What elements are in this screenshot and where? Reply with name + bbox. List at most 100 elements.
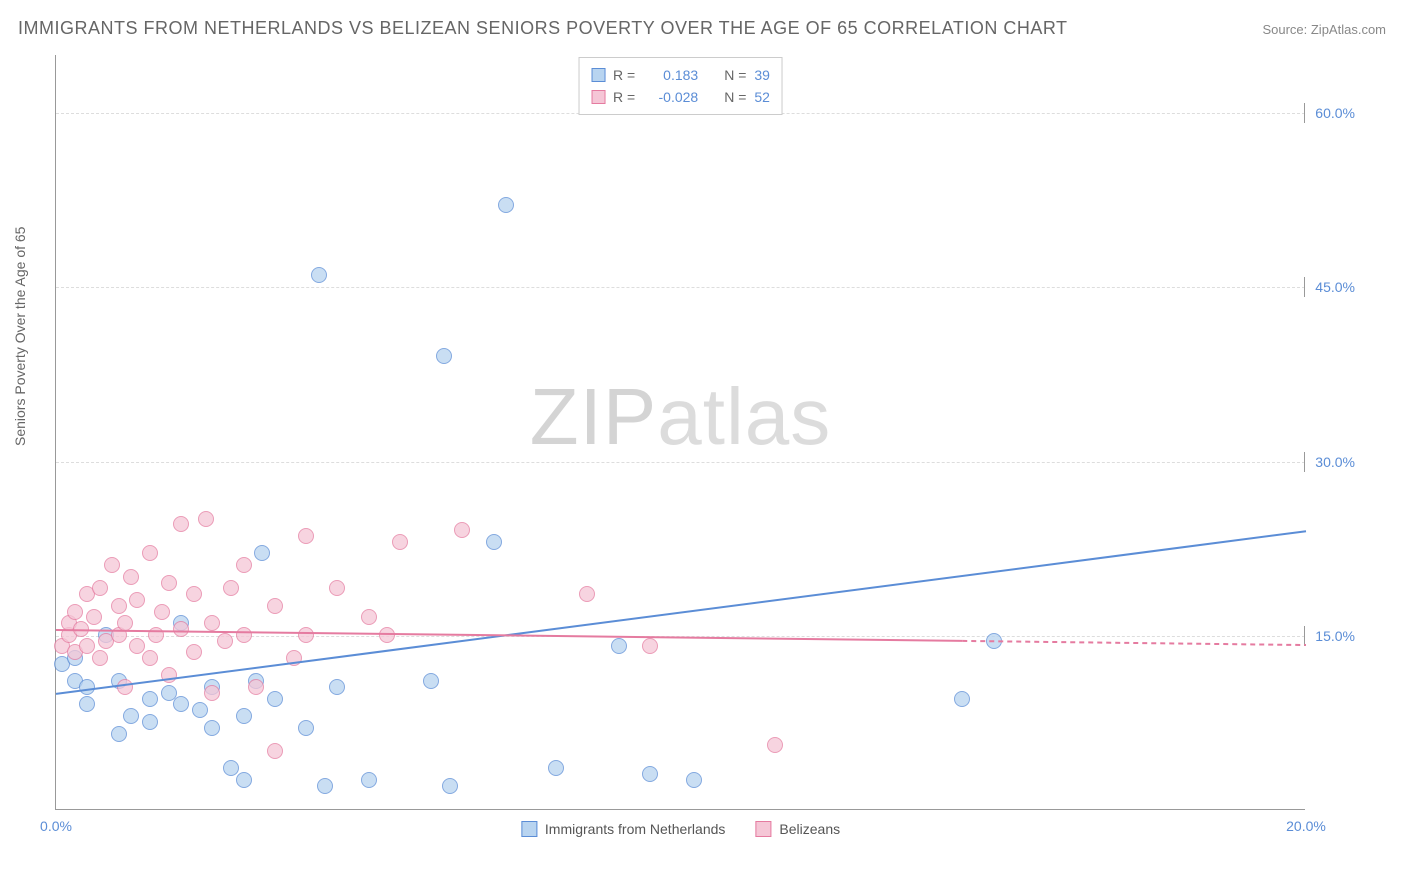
scatter-point xyxy=(267,598,283,614)
scatter-point xyxy=(498,197,514,213)
correlation-legend: R = 0.183 N = 39 R = -0.028 N = 52 xyxy=(578,57,783,115)
legend-swatch xyxy=(521,821,537,837)
legend-swatch xyxy=(591,68,605,82)
scatter-point xyxy=(111,726,127,742)
scatter-point xyxy=(223,580,239,596)
chart-title: IMMIGRANTS FROM NETHERLANDS VS BELIZEAN … xyxy=(18,18,1068,39)
r-value: 0.183 xyxy=(643,64,698,86)
scatter-point xyxy=(579,586,595,602)
scatter-point xyxy=(111,598,127,614)
n-label: N = xyxy=(724,64,746,86)
scatter-point xyxy=(379,627,395,643)
scatter-point xyxy=(86,609,102,625)
scatter-point xyxy=(267,691,283,707)
scatter-point xyxy=(79,679,95,695)
scatter-point xyxy=(423,673,439,689)
scatter-point xyxy=(686,772,702,788)
scatter-point xyxy=(767,737,783,753)
scatter-point xyxy=(254,545,270,561)
axis-tick xyxy=(1304,452,1305,472)
scatter-point xyxy=(142,650,158,666)
legend-item: Belizeans xyxy=(755,821,840,837)
scatter-point xyxy=(192,702,208,718)
scatter-point xyxy=(454,522,470,538)
axis-tick xyxy=(1304,103,1305,123)
scatter-point xyxy=(173,516,189,532)
scatter-point xyxy=(611,638,627,654)
scatter-point xyxy=(236,708,252,724)
legend-label: Belizeans xyxy=(779,821,840,837)
scatter-point xyxy=(361,772,377,788)
scatter-point xyxy=(173,621,189,637)
watermark: ZIPatlas xyxy=(530,371,831,463)
r-label: R = xyxy=(613,86,635,108)
scatter-point xyxy=(161,667,177,683)
scatter-point xyxy=(92,580,108,596)
scatter-point xyxy=(123,708,139,724)
scatter-point xyxy=(73,621,89,637)
scatter-point xyxy=(286,650,302,666)
scatter-point xyxy=(204,615,220,631)
y-tick-label: 15.0% xyxy=(1315,628,1355,644)
x-tick-label: 0.0% xyxy=(40,818,72,834)
scatter-point xyxy=(329,679,345,695)
legend-label: Immigrants from Netherlands xyxy=(545,821,726,837)
r-value: -0.028 xyxy=(643,86,698,108)
scatter-point xyxy=(236,557,252,573)
scatter-point xyxy=(204,685,220,701)
scatter-point xyxy=(92,650,108,666)
trend-lines xyxy=(56,55,1305,809)
scatter-point xyxy=(117,679,133,695)
scatter-point xyxy=(392,534,408,550)
scatter-point xyxy=(104,557,120,573)
scatter-point xyxy=(148,627,164,643)
y-tick-label: 30.0% xyxy=(1315,454,1355,470)
scatter-point xyxy=(67,604,83,620)
scatter-point xyxy=(79,696,95,712)
scatter-point xyxy=(642,638,658,654)
scatter-point xyxy=(311,267,327,283)
scatter-plot: ZIPatlas R =0.183N =39R =-0.028N =52 Imm… xyxy=(55,55,1305,810)
scatter-point xyxy=(198,511,214,527)
scatter-point xyxy=(117,615,133,631)
gridline xyxy=(56,462,1305,463)
scatter-point xyxy=(642,766,658,782)
axis-tick xyxy=(1304,277,1305,297)
n-value: 52 xyxy=(754,86,770,108)
scatter-point xyxy=(248,679,264,695)
scatter-point xyxy=(217,633,233,649)
scatter-point xyxy=(329,580,345,596)
scatter-point xyxy=(361,609,377,625)
legend-stat-row: R = 0.183 N = 39 xyxy=(591,64,770,86)
scatter-point xyxy=(154,604,170,620)
series-legend: Immigrants from Netherlands Belizeans xyxy=(521,821,840,837)
x-tick-label: 20.0% xyxy=(1286,818,1326,834)
scatter-point xyxy=(298,627,314,643)
scatter-point xyxy=(298,528,314,544)
scatter-point xyxy=(186,644,202,660)
legend-stat-row: R = -0.028 N = 52 xyxy=(591,86,770,108)
scatter-point xyxy=(986,633,1002,649)
scatter-point xyxy=(298,720,314,736)
scatter-point xyxy=(142,714,158,730)
axis-tick xyxy=(1304,626,1305,646)
r-label: R = xyxy=(613,64,635,86)
scatter-point xyxy=(486,534,502,550)
scatter-point xyxy=(123,569,139,585)
legend-swatch xyxy=(755,821,771,837)
y-tick-label: 60.0% xyxy=(1315,105,1355,121)
n-label: N = xyxy=(724,86,746,108)
scatter-point xyxy=(142,691,158,707)
scatter-point xyxy=(442,778,458,794)
scatter-point xyxy=(142,545,158,561)
scatter-point xyxy=(129,592,145,608)
scatter-point xyxy=(436,348,452,364)
scatter-point xyxy=(954,691,970,707)
n-value: 39 xyxy=(754,64,770,86)
scatter-point xyxy=(317,778,333,794)
scatter-point xyxy=(161,575,177,591)
legend-swatch xyxy=(591,90,605,104)
scatter-point xyxy=(204,720,220,736)
scatter-point xyxy=(173,696,189,712)
source-attribution: Source: ZipAtlas.com xyxy=(1262,22,1386,37)
